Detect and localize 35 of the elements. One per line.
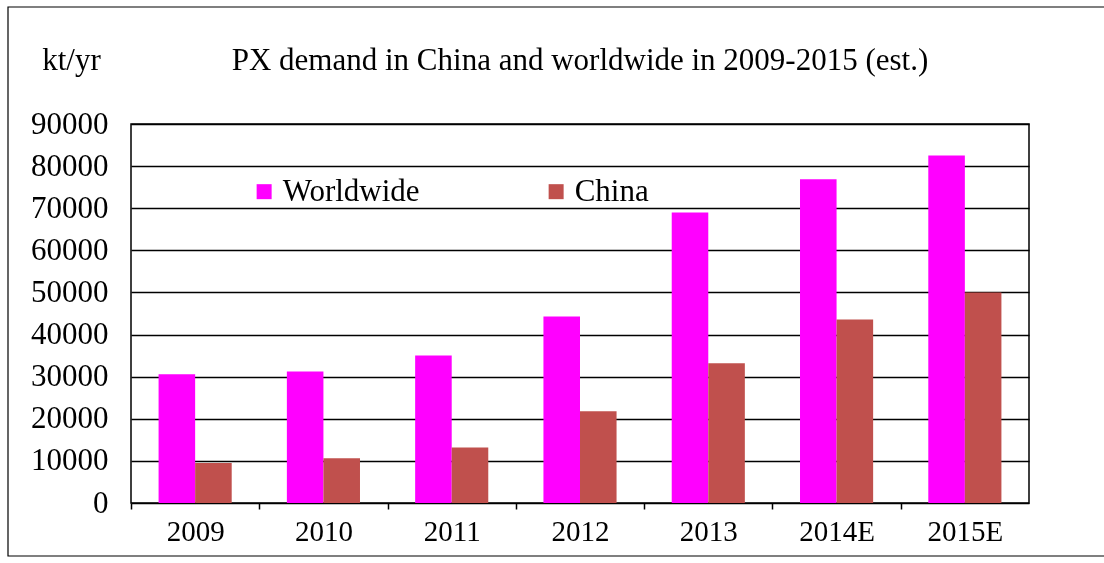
bar bbox=[800, 179, 837, 503]
y-tick-label: 90000 bbox=[31, 105, 109, 141]
x-tick-label: 2009 bbox=[166, 514, 225, 547]
bar bbox=[286, 371, 324, 503]
x-tick-label: 2012 bbox=[551, 514, 610, 547]
chart-title: PX demand in China and worldwide in 2009-2015 (est.) bbox=[231, 42, 929, 78]
legend-label: Worldwide bbox=[282, 172, 420, 208]
bar bbox=[964, 292, 1002, 503]
bar bbox=[708, 363, 745, 503]
bar bbox=[158, 374, 196, 503]
bar bbox=[671, 212, 709, 503]
y-tick-label: 0 bbox=[93, 484, 109, 520]
y-tick-label: 10000 bbox=[31, 442, 109, 478]
y-tick-label: 40000 bbox=[31, 316, 109, 352]
legend-label: China bbox=[574, 172, 649, 208]
x-tick-label: 2013 bbox=[679, 514, 738, 547]
bar bbox=[451, 447, 489, 503]
bar bbox=[580, 411, 617, 503]
y-tick-label: 70000 bbox=[31, 189, 109, 225]
bar bbox=[928, 155, 965, 503]
bar bbox=[323, 458, 360, 503]
y-tick-label: 60000 bbox=[31, 231, 109, 267]
bar bbox=[195, 462, 232, 503]
bar bbox=[836, 319, 874, 503]
bar bbox=[543, 316, 580, 503]
y-tick-label: 80000 bbox=[31, 147, 109, 183]
y-axis-title: kt/yr bbox=[42, 41, 102, 77]
x-tick-label: 2014E bbox=[799, 514, 875, 547]
y-tick-label: 50000 bbox=[31, 273, 109, 309]
y-tick-label: 20000 bbox=[31, 400, 109, 436]
x-tick-label: 2010 bbox=[294, 514, 353, 547]
y-tick-label: 30000 bbox=[31, 358, 109, 394]
x-tick-label: 2011 bbox=[423, 514, 481, 547]
bar bbox=[415, 355, 452, 503]
x-tick-label: 2015E bbox=[927, 514, 1004, 547]
